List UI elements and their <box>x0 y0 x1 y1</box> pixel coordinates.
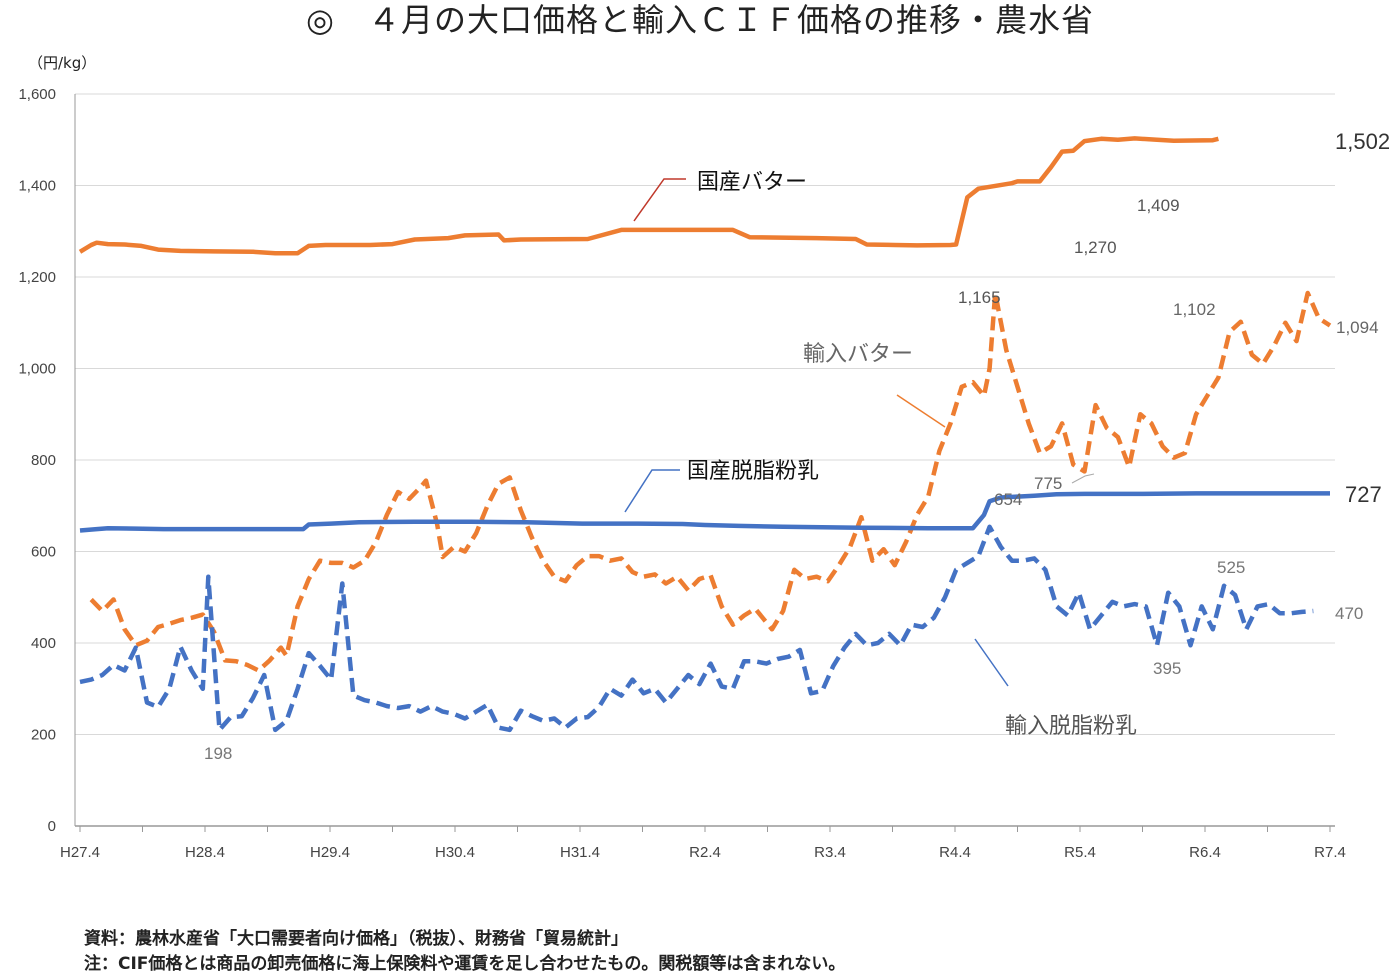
source-note: 資料：農林水産省「大口需要者向け価格」（税抜）、財務省「貿易統計」 <box>84 929 628 949</box>
data-label: 727 <box>1345 482 1382 507</box>
grid-lines <box>74 93 1335 826</box>
x-tick-label: R2.4 <box>689 844 721 861</box>
x-tick-label: R6.4 <box>1189 844 1221 861</box>
x-tick-label: R5.4 <box>1064 844 1096 861</box>
data-label: 395 <box>1153 659 1181 678</box>
x-tick-label: R3.4 <box>814 844 846 861</box>
data-label: 470 <box>1335 604 1363 623</box>
y-tick-label: 600 <box>31 544 56 561</box>
y-tick-label: 1,000 <box>18 361 56 378</box>
page-title: ◎ ４月の大口価格と輸入ＣＩＦ価格の推移・農水省 <box>306 1 1094 39</box>
y-tick-label: 400 <box>31 635 56 652</box>
data-label: 525 <box>1217 558 1245 577</box>
series-line-2 <box>89 290 1332 673</box>
y-tick-label: 1,200 <box>18 269 56 286</box>
data-label: 1,502 <box>1335 129 1390 154</box>
x-tick-label: H31.4 <box>560 844 600 861</box>
data-label: 654 <box>994 490 1022 509</box>
series-label-leader <box>624 469 680 513</box>
data-label-leader <box>1071 473 1095 484</box>
x-tick-label: R4.4 <box>939 844 971 861</box>
x-axis: H27.4 H28.4 H29.4 H30.4 H31.4 R2.4 R3.4 R4.4 R5.… <box>60 825 1346 861</box>
y-tick-label: 1,400 <box>18 178 56 195</box>
y-axis-ticks: 0 200 400 600 800 1,000 1,200 1,400 1,600 <box>18 86 56 835</box>
series-line-1 <box>78 136 1219 256</box>
x-tick-label: H29.4 <box>310 844 350 861</box>
data-label: 1,409 <box>1137 196 1180 215</box>
cif-note: 注：CIF価格とは商品の卸売価格に海上保険料や運賃を足し合わせたもの。関税額等は… <box>84 954 846 974</box>
x-tick-label: H30.4 <box>435 844 475 861</box>
series-label: 輸入バター <box>803 342 913 367</box>
y-tick-label: 0 <box>48 818 56 835</box>
series-label-leader <box>633 178 686 222</box>
x-tick-label: H28.4 <box>185 844 225 861</box>
series-line-3 <box>79 491 1330 533</box>
series-label: 国産脱脂粉乳 <box>687 459 819 484</box>
x-tick-label: H27.4 <box>60 844 100 861</box>
y-axis-unit-label: （円/kg） <box>28 54 96 72</box>
chart-notes: 資料：農林水産省「大口需要者向け価格」（税抜）、財務省「貿易統計」 注：CIF価… <box>84 927 845 977</box>
series-label: 国産バター <box>697 170 807 195</box>
data-annotations: 1,502 1,409 1,270 1,165 1,102 1,094 775 727 654 5… <box>204 129 1390 763</box>
data-label: 1,102 <box>1173 300 1216 319</box>
series-line-4 <box>79 524 1314 733</box>
y-tick-label: 200 <box>31 727 56 744</box>
data-label: 1,165 <box>958 288 1001 307</box>
series-label-leader <box>974 638 1009 687</box>
y-tick-label: 800 <box>31 452 56 469</box>
data-label: 1,270 <box>1074 238 1117 257</box>
x-tick-label: R7.4 <box>1314 844 1346 861</box>
series-lines <box>78 136 1332 733</box>
series-label-leader <box>896 394 946 428</box>
data-label: 775 <box>1034 474 1062 493</box>
y-tick-label: 1,600 <box>18 86 56 103</box>
data-label: 1,094 <box>1336 318 1379 337</box>
series-label: 輸入脱脂粉乳 <box>1005 714 1137 739</box>
data-label: 198 <box>204 744 232 763</box>
